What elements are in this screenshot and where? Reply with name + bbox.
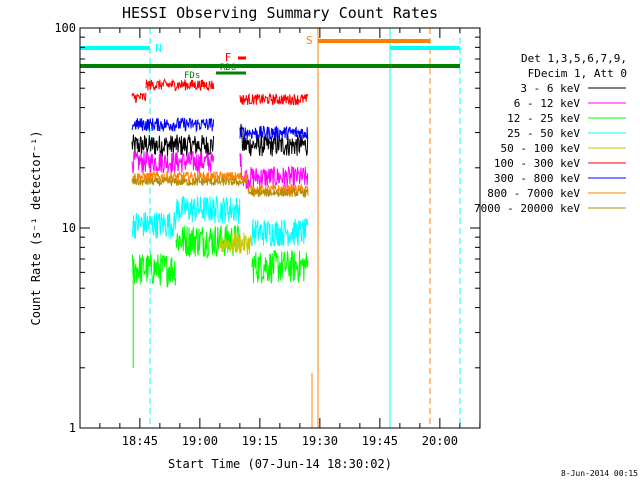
legend-entry-label: 50 - 100 keV [501,142,581,155]
series-line-segment [219,232,253,256]
series-1 [131,151,309,189]
x-tick-label: 18:45 [122,434,158,448]
series-line-segment [239,123,309,157]
legend-entry-label: 12 - 25 keV [507,112,580,125]
series-line-segment [145,78,215,92]
series-8 [131,176,309,199]
series-line-segment [247,187,309,199]
x-tick-label: 20:00 [422,434,458,448]
fds-label: FDs [184,71,200,81]
legend-entry-label: 7000 - 20000 keV [474,202,580,215]
chart-title: HESSI Observing Summary Count Rates [122,4,438,22]
series-line-segment [239,153,309,189]
saa-label: S [306,34,313,47]
legend-entry-label: 100 - 300 keV [494,157,580,170]
x-axis-label: Start Time (07-Jun-14 18:30:02) [168,457,392,471]
night-label: N [155,42,162,55]
series-line-segment [131,92,147,104]
series-line-segment [175,224,241,259]
legend-entry-label: 6 - 12 keV [514,97,581,110]
flare-label: F [225,51,232,64]
series-2 [131,224,309,288]
x-tick-label: 19:30 [302,434,338,448]
series-line-segment [251,217,309,248]
x-tick-label: 19:45 [362,434,398,448]
series-line-segment [175,195,241,224]
legend-entry-label: 3 - 6 keV [520,82,580,95]
series-line-segment [131,169,249,185]
series-0 [131,123,309,157]
series-line-segment [131,151,215,175]
rdo-label: RDO [220,63,236,73]
x-tick-label: 19:00 [182,434,218,448]
series-line-segment [131,134,215,157]
axes-layer: 1 10 100 18:45 19:00 19:15 19:30 19:45 20:00 [54,21,481,448]
legend-title-line-2: FDecim 1, Att 0 [528,67,627,80]
legend-entry-label: 300 - 800 keV [494,172,580,185]
series-line-segment [251,249,309,284]
timestamp: 8-Jun-2014 00:15 [561,469,638,478]
legend-entry-label: 800 - 7000 keV [487,187,580,200]
orbit-flags-layer [149,28,461,428]
series-line-segment [131,253,177,288]
series-line-segment [239,92,309,106]
legend-entry-label: 25 - 50 keV [507,127,580,140]
series-line-segment [131,211,177,239]
series-line-segment [131,116,215,133]
y-axis-label: Count Rate (s⁻¹ detector⁻¹) [29,130,43,325]
series-4 [219,232,253,256]
y-tick-label: 10 [62,221,76,235]
series-line-segment [131,176,249,187]
series-6 [131,116,309,141]
y-tick-label: 100 [54,21,76,35]
legend: Det 1,3,5,6,7,9, FDecim 1, Att 0 3 - 6 k… [474,52,627,215]
x-tick-label: 19:15 [242,434,278,448]
series-layer [131,78,309,368]
y-tick-label: 1 [69,421,76,435]
series-line-segment [239,125,309,141]
series-3 [131,195,309,248]
legend-title-line-1: Det 1,3,5,6,7,9, [521,52,627,65]
series-5 [131,78,309,106]
